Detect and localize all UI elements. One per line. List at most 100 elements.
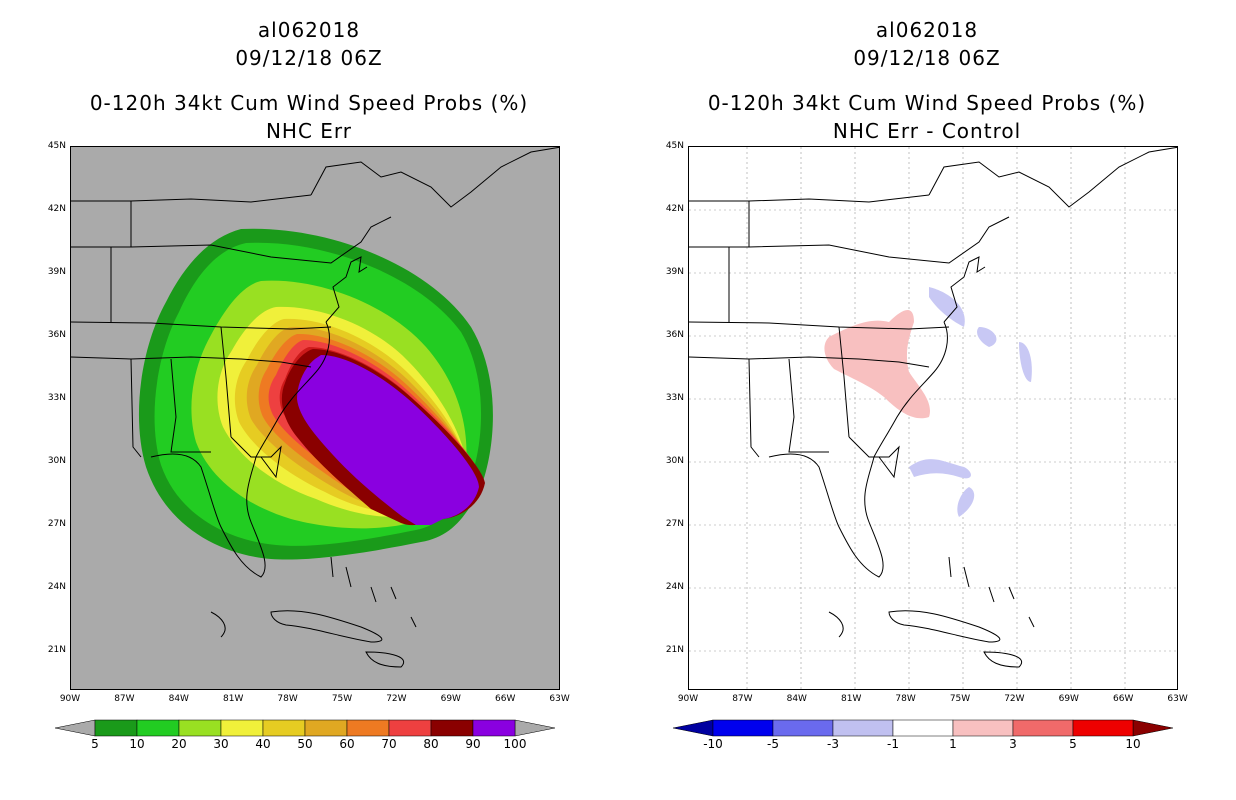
- colorbar-segment: [430, 719, 474, 737]
- colorbar-segment: [178, 719, 222, 737]
- colorbar-left-arrow: [55, 719, 96, 737]
- diff-negative: [977, 327, 997, 347]
- diff-negative: [909, 459, 971, 479]
- colorbar-label: 70: [381, 737, 397, 751]
- colorbar-segment: [304, 719, 348, 737]
- lon-label: 78W: [895, 694, 916, 704]
- colorbar-segment: [472, 719, 516, 737]
- diff-negative: [957, 487, 975, 517]
- colorbar-segment: [94, 719, 138, 737]
- lat-label: 39N: [47, 267, 66, 277]
- colorbar-segment: [1072, 719, 1134, 737]
- colorbar-segment: [772, 719, 834, 737]
- grid-lines: [689, 147, 1177, 689]
- map-title: 0-120h 34kt Cum Wind Speed Probs (%): [89, 91, 529, 115]
- lon-label: 90W: [677, 694, 699, 704]
- datetime: 09/12/18 06Z: [235, 46, 383, 70]
- lon-label: 72W: [1004, 694, 1025, 704]
- lat-label: 24N: [665, 582, 684, 592]
- colorbar: [55, 719, 555, 737]
- diff-negative: [1019, 342, 1032, 382]
- storm-id: al062018: [257, 18, 361, 42]
- lon-label: 84W: [786, 694, 807, 704]
- colorbar-label: 5: [1069, 737, 1077, 751]
- diff-positive: [824, 309, 930, 419]
- lon-label: 66W: [1113, 694, 1134, 704]
- lon-label: 90W: [59, 694, 81, 704]
- lat-label: 36N: [665, 330, 684, 340]
- colorbar-label: 1: [949, 737, 957, 751]
- colorbar-label: -10: [703, 737, 723, 751]
- lon-label: 75W: [331, 694, 353, 704]
- storm-id: al062018: [875, 18, 979, 42]
- colorbar-label: 60: [339, 737, 355, 751]
- lat-label: 42N: [665, 204, 684, 214]
- lat-label: 36N: [47, 330, 66, 340]
- colorbar-segment: [712, 719, 774, 737]
- lon-label: 87W: [732, 694, 753, 704]
- lon-label: 72W: [386, 694, 407, 704]
- lat-label: 21N: [47, 645, 66, 655]
- diff-regions: [824, 287, 1032, 517]
- coastlines: [71, 147, 559, 668]
- lat-label: 30N: [665, 456, 684, 466]
- right-panel: al062018 09/12/18 06Z 0-120h 34kt Cum Wi…: [618, 0, 1236, 800]
- colorbar: [673, 719, 1173, 737]
- lon-label: 81W: [841, 694, 862, 704]
- left-panel: al062018 09/12/18 06Z 0-120h 34kt Cum Wi…: [47, 18, 570, 751]
- prob-100: [297, 355, 479, 525]
- colorbar-right-arrow: [514, 719, 555, 737]
- datetime: 09/12/18 06Z: [853, 46, 1001, 70]
- map-title: 0-120h 34kt Cum Wind Speed Probs (%): [707, 91, 1147, 115]
- lat-label: 42N: [47, 204, 66, 214]
- lon-label: 69W: [1058, 694, 1079, 704]
- prob-contours: [138, 228, 493, 560]
- colorbar-label: 90: [465, 737, 481, 751]
- lat-label: 27N: [665, 519, 684, 529]
- lat-label: 27N: [47, 519, 66, 529]
- lat-label: 33N: [665, 393, 684, 403]
- colorbar-label: 50: [297, 737, 313, 751]
- colorbar-label: 80: [423, 737, 439, 751]
- lon-label: 78W: [277, 694, 298, 704]
- diff-negative: [929, 287, 965, 327]
- colorbar-segment: [952, 719, 1014, 737]
- probability-map: [70, 146, 560, 690]
- lon-label: 63W: [549, 694, 570, 704]
- probability-map-svg: [71, 147, 559, 668]
- colorbar-segment: [1012, 719, 1074, 737]
- lat-label: 45N: [47, 141, 66, 151]
- lat-label: 24N: [47, 582, 66, 592]
- lon-label: 63W: [1167, 694, 1188, 704]
- colorbar-segment: [388, 719, 432, 737]
- lon-label: 87W: [114, 694, 135, 704]
- colorbar-label: 5: [91, 737, 99, 751]
- difference-map-svg: [689, 147, 1177, 689]
- colorbar-segment: [262, 719, 306, 737]
- colorbar-right-arrow: [1132, 719, 1173, 737]
- colorbar-segment: [892, 719, 954, 737]
- lat-label: 21N: [665, 645, 684, 655]
- lat-label: 39N: [665, 267, 684, 277]
- colorbar-segment: [346, 719, 390, 737]
- colorbar-segment: [136, 719, 180, 737]
- colorbar-segment: [220, 719, 264, 737]
- map-subtitle: NHC Err - Control: [832, 119, 1022, 143]
- lat-label: 33N: [47, 393, 66, 403]
- colorbar-label: -1: [887, 737, 899, 751]
- lat-label: 30N: [47, 456, 66, 466]
- colorbar-label: -5: [767, 737, 779, 751]
- colorbar-label: 10: [1125, 737, 1141, 751]
- lon-label: 66W: [495, 694, 516, 704]
- lon-label: 84W: [168, 694, 189, 704]
- lon-label: 75W: [949, 694, 971, 704]
- lon-label: 81W: [223, 694, 244, 704]
- colorbar-label: 10: [129, 737, 145, 751]
- colorbar-left-arrow: [673, 719, 714, 737]
- colorbar-label: 100: [503, 737, 527, 751]
- coastlines: [689, 147, 1177, 668]
- colorbar-label: 40: [255, 737, 271, 751]
- difference-map: [688, 146, 1178, 690]
- colorbar-label: 3: [1009, 737, 1017, 751]
- colorbar-label: 30: [213, 737, 229, 751]
